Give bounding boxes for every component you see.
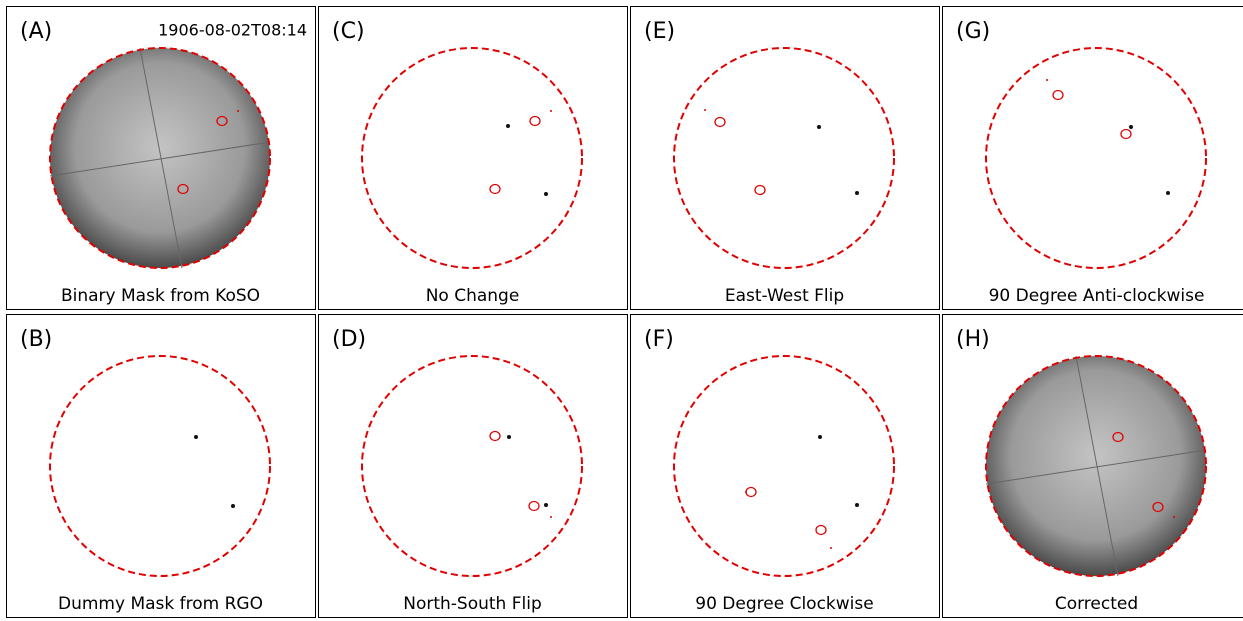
contour-dot <box>745 491 747 493</box>
panel-label: (D) <box>332 327 366 352</box>
contour-dot <box>1046 79 1048 81</box>
panel-label: (E) <box>644 19 675 44</box>
page: {"panels": [ {"label": "(A)", "caption":… <box>0 0 1243 621</box>
panel-label: (C) <box>332 19 365 44</box>
sunspot <box>506 124 510 128</box>
contour-dot <box>1173 516 1175 518</box>
panel-caption: East-West Flip <box>725 286 844 306</box>
panel-frame <box>943 7 1243 310</box>
panel: (C) No Change <box>319 7 628 310</box>
contour-dot <box>550 516 552 518</box>
sunspot <box>817 125 821 129</box>
panel: (A) Binary Mask from KoSO 1906-08-02T08:14 <box>7 7 316 310</box>
panel-label: (H) <box>956 327 990 352</box>
figure: (A) Binary Mask from KoSO 1906-08-02T08:14… <box>0 0 1243 621</box>
panel: (D) North-South Flip <box>319 315 628 618</box>
sunspot <box>818 435 822 439</box>
solar-disk <box>986 356 1206 576</box>
contour-dot <box>550 110 552 112</box>
panel-caption: 90 Degree Anti-clockwise <box>989 286 1205 306</box>
panel-label: (F) <box>644 327 674 352</box>
panel: (B) Dummy Mask from RGO <box>7 315 316 618</box>
sunspot <box>544 503 548 507</box>
sunspot <box>855 191 859 195</box>
panel: (H) Corrected <box>943 315 1243 618</box>
panel-caption: No Change <box>426 286 520 306</box>
panel-label: (A) <box>20 19 52 44</box>
panel-caption: North-South Flip <box>403 594 542 614</box>
sunspot <box>507 435 511 439</box>
contour-dot <box>704 109 706 111</box>
solar-disk <box>50 48 270 268</box>
panel-caption: Dummy Mask from RGO <box>58 594 263 614</box>
panel-label: (B) <box>20 327 52 352</box>
panel-caption: 90 Degree Clockwise <box>695 594 873 614</box>
sunspot <box>544 192 548 196</box>
sunspot <box>231 504 235 508</box>
contour-dot <box>830 547 832 549</box>
panel-label: (G) <box>956 19 990 44</box>
sunspot <box>1166 191 1170 195</box>
panel: (E) East-West Flip <box>631 7 940 310</box>
contour-dot <box>237 110 239 112</box>
timestamp: 1906-08-02T08:14 <box>158 21 307 40</box>
panel-caption: Corrected <box>1055 594 1138 614</box>
panel: (G) 90 Degree Anti-clockwise <box>943 7 1243 310</box>
panel-caption: Binary Mask from KoSO <box>61 286 260 306</box>
sunspot <box>194 435 198 439</box>
sunspot <box>855 503 859 507</box>
sunspot <box>1129 125 1133 129</box>
panel: (F) 90 Degree Clockwise <box>631 315 940 618</box>
